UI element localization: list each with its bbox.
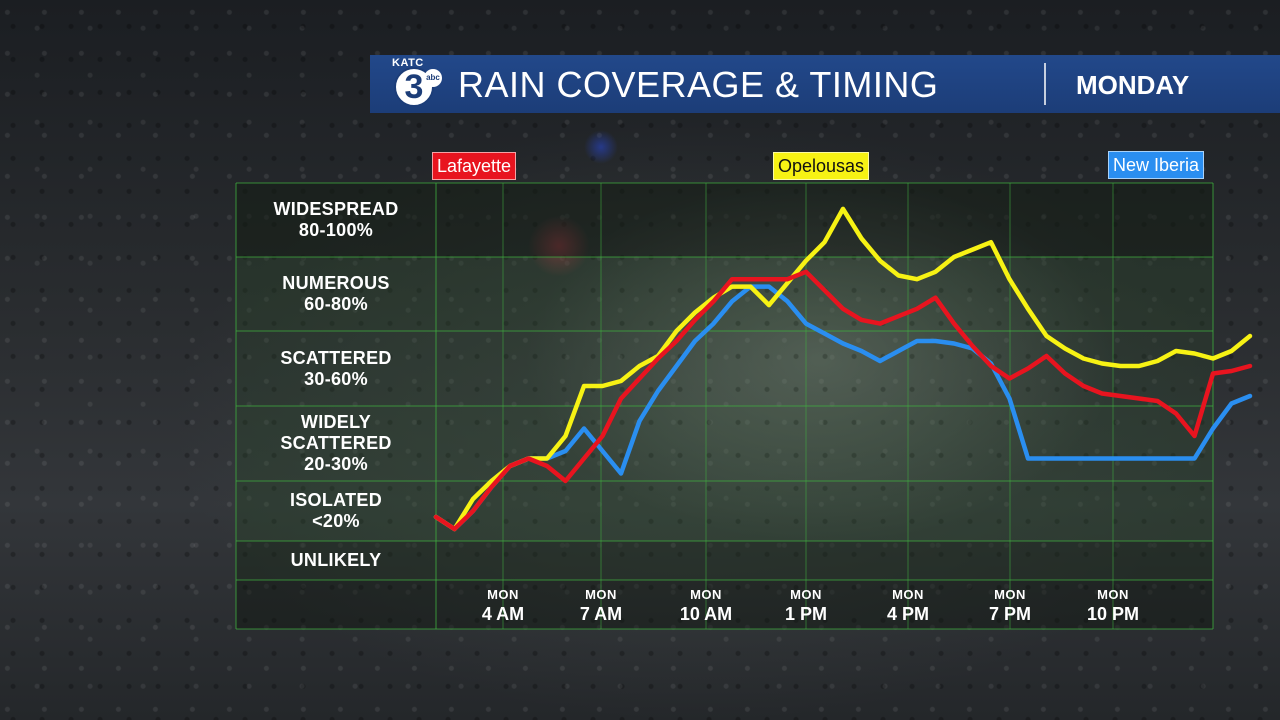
x-tick-day: MON — [690, 587, 722, 602]
station-number: 3 — [404, 68, 424, 106]
x-tick-hour: 10 AM — [679, 604, 733, 624]
x-tick-day: MON — [994, 587, 1026, 602]
x-tick-hour: 7 PM — [988, 604, 1031, 624]
page-title: RAIN COVERAGE & TIMING — [458, 64, 939, 105]
station-logo: KATC 3 abc — [390, 57, 446, 111]
y-category-line: SCATTERED — [280, 347, 392, 368]
series-line-lafayette — [433, 269, 1253, 532]
x-tick-hour: 4 AM — [481, 604, 525, 624]
y-category-line: SCATTERED — [280, 433, 392, 453]
y-category-line: 60-80% — [304, 294, 368, 314]
day-label: MONDAY — [1076, 70, 1190, 100]
banner-divider — [1044, 63, 1046, 105]
x-tick-day: MON — [892, 587, 924, 602]
y-category-label: WIDESPREAD 80-100% — [236, 199, 436, 241]
x-tick-hour: 4 PM — [886, 604, 929, 624]
y-category-line: 20-30% — [304, 454, 368, 474]
y-category-label: UNLIKELY — [236, 550, 436, 571]
series-line-new-iberia — [433, 284, 1253, 532]
y-category-label: NUMEROUS 60-80% — [236, 273, 436, 315]
y-category-label: WIDELY SCATTERED 20-30% — [236, 412, 436, 475]
y-category-line: 80-100% — [298, 220, 374, 240]
y-category-line: WIDESPREAD — [273, 199, 399, 219]
coverage-band — [236, 406, 1213, 481]
bokeh-light-blue — [584, 130, 618, 164]
y-category-line: UNLIKELY — [290, 550, 382, 570]
legend-new-iberia: New Iberia — [1108, 151, 1205, 179]
x-tick-label: MON 1 PM — [761, 587, 851, 625]
x-tick-hour: 1 PM — [784, 604, 827, 624]
x-tick-label: MON 10 AM — [661, 587, 751, 625]
coverage-band — [236, 541, 1213, 580]
network-badge: abc — [424, 69, 442, 87]
x-tick-label: MON 7 AM — [556, 587, 646, 625]
series-line-opelousas — [433, 206, 1253, 532]
y-category-line: ISOLATED — [289, 490, 383, 510]
coverage-band — [236, 257, 1213, 331]
y-category-label: SCATTERED 30-60% — [236, 348, 436, 390]
x-tick-hour: 10 PM — [1086, 604, 1140, 624]
x-tick-day: MON — [585, 587, 617, 602]
x-tick-day: MON — [487, 587, 519, 602]
station-call-letters: KATC — [392, 57, 424, 69]
x-tick-hour: 7 AM — [579, 604, 623, 624]
x-tick-label: MON 10 PM — [1068, 587, 1158, 625]
x-tick-label: MON 7 PM — [965, 587, 1055, 625]
x-tick-day: MON — [790, 587, 822, 602]
x-tick-label: MON 4 PM — [863, 587, 953, 625]
coverage-band — [236, 481, 1213, 541]
y-category-label: ISOLATED <20% — [236, 490, 436, 532]
y-category-line: NUMEROUS — [282, 273, 390, 293]
legend-opelousas: Opelousas — [773, 152, 870, 180]
time-axis-band — [236, 580, 1213, 629]
x-tick-label: MON 4 AM — [458, 587, 548, 625]
y-category-line: <20% — [312, 511, 360, 531]
x-tick-day: MON — [1097, 587, 1129, 602]
legend-lafayette: Lafayette — [432, 152, 517, 180]
y-category-line: WIDELY — [300, 412, 372, 432]
header-banner: KATC 3 abc RAIN COVERAGE & TIMING MONDAY — [370, 55, 1280, 113]
coverage-band — [236, 331, 1213, 406]
y-category-line: 30-60% — [304, 368, 368, 389]
coverage-band — [236, 183, 1213, 257]
